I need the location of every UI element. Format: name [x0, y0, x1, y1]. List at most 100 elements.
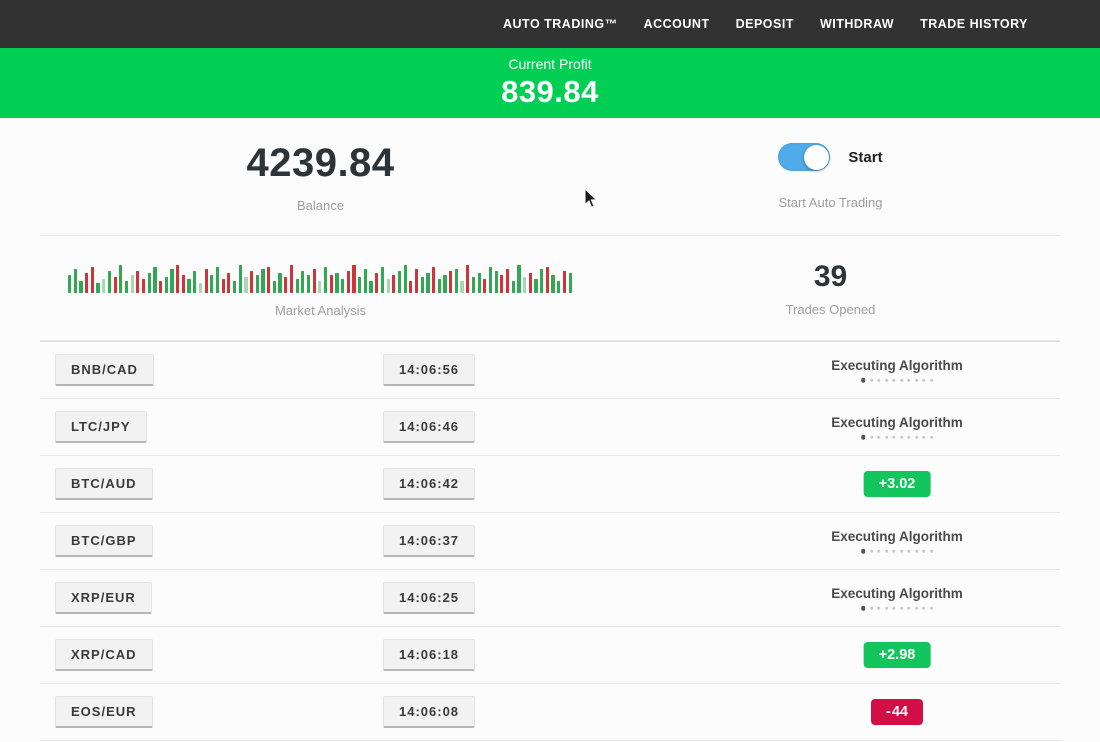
- trade-row: BNB/CAD 14:06:56 Executing Algorithm: [40, 341, 1060, 398]
- market-bar: [301, 270, 305, 293]
- executing-label: Executing Algorithm: [831, 585, 963, 601]
- market-bar: [449, 270, 453, 293]
- toggle-label: Start: [848, 148, 883, 166]
- progress-dot: [869, 549, 873, 553]
- progress-dot: [899, 606, 903, 610]
- top-nav: AUTO TRADING™ ACCOUNT DEPOSIT WITHDRAW T…: [0, 0, 1100, 48]
- profit-badge: + 3.02: [863, 471, 931, 497]
- market-bar: [437, 278, 441, 293]
- market-bar: [414, 268, 419, 293]
- progress-dot: [922, 435, 926, 439]
- market-bar: [204, 268, 208, 293]
- market-bar: [221, 278, 225, 293]
- market-bar: [278, 272, 282, 293]
- pair-badge[interactable]: XRP/EUR: [55, 582, 152, 614]
- result-sign: -: [886, 704, 891, 720]
- trades-opened-block: 39 Trades Opened: [601, 236, 1060, 340]
- market-bar: [386, 278, 390, 293]
- market-bar: [159, 280, 163, 293]
- market-bar: [363, 268, 367, 293]
- nav-item-auto-trading[interactable]: AUTO TRADING™: [502, 17, 618, 31]
- progress-dot: [877, 606, 881, 610]
- trade-status: + 3.02: [863, 471, 931, 497]
- auto-trading-caption: Start Auto Trading: [778, 195, 883, 210]
- nav-item-withdraw[interactable]: WITHDRAW: [819, 17, 895, 31]
- market-bar: [284, 276, 288, 293]
- market-bar: [289, 264, 293, 293]
- progress-dot: [877, 435, 881, 439]
- market-bar: [528, 272, 532, 293]
- market-bar: [562, 270, 566, 293]
- balance-row: 4239.84 Balance Start Start Auto Trading: [40, 118, 1060, 236]
- pair-badge[interactable]: LTC/JPY: [55, 411, 147, 443]
- progress-dot: [907, 378, 911, 382]
- market-bar: [352, 264, 356, 293]
- pair-badge[interactable]: BNB/CAD: [55, 354, 154, 386]
- market-bar: [306, 274, 311, 293]
- trade-status: Executing Algorithm: [831, 358, 963, 383]
- market-bar: [557, 280, 561, 293]
- market-bar: [568, 272, 572, 293]
- nav-item-trade-history[interactable]: TRADE HISTORY: [920, 17, 1028, 31]
- trade-status: Executing Algorithm: [831, 586, 963, 611]
- auto-trading-toggle[interactable]: [778, 143, 831, 171]
- time-badge[interactable]: 14:06:08: [383, 696, 476, 728]
- progress-dot: [929, 549, 933, 553]
- trades-opened-value: 39: [813, 259, 848, 293]
- market-bar: [318, 280, 322, 293]
- progress-dot: [899, 549, 903, 553]
- time-badge[interactable]: 14:06:18: [383, 639, 476, 671]
- time-badge[interactable]: 14:06:25: [383, 582, 476, 614]
- pair-badge[interactable]: BTC/AUD: [55, 468, 153, 500]
- progress-dot: [884, 435, 888, 439]
- market-bar: [500, 274, 504, 293]
- trade-status: Executing Algorithm: [831, 415, 963, 440]
- balance-value: 4239.84: [246, 140, 395, 185]
- market-bar: [358, 276, 362, 293]
- progress-dot: [892, 378, 896, 382]
- market-bar: [511, 280, 515, 293]
- market-analysis-chart: [68, 259, 573, 293]
- progress-dot: [914, 606, 918, 610]
- progress-dot: [914, 549, 918, 553]
- trade-row: XRP/EUR 14:06:25 Executing Algorithm: [40, 569, 1060, 626]
- time-badge[interactable]: 14:06:37: [383, 525, 476, 557]
- time-badge[interactable]: 14:06:46: [383, 411, 476, 443]
- executing-dots: [831, 377, 963, 383]
- market-bar: [483, 278, 487, 293]
- nav-item-deposit[interactable]: DEPOSIT: [735, 17, 794, 31]
- result-value: 2.98: [887, 647, 916, 663]
- market-bar: [73, 268, 77, 293]
- market-bar: [488, 266, 493, 293]
- nav-item-account[interactable]: ACCOUNT: [643, 17, 710, 31]
- market-bar: [141, 278, 146, 293]
- pair-badge[interactable]: EOS/EUR: [55, 696, 153, 728]
- market-bar: [250, 270, 254, 293]
- market-bar: [420, 276, 424, 293]
- result-value: 3.02: [887, 476, 916, 492]
- progress-dot: [860, 377, 866, 383]
- pair-badge[interactable]: XRP/CAD: [55, 639, 153, 671]
- market-bar: [505, 268, 510, 293]
- market-bar: [471, 276, 475, 293]
- market-bar: [85, 272, 89, 293]
- progress-dot: [907, 549, 911, 553]
- progress-dot: [929, 378, 933, 382]
- trades-table: BNB/CAD 14:06:56 Executing Algorithm LTC…: [40, 341, 1060, 741]
- progress-dot: [869, 606, 873, 610]
- progress-dot: [860, 548, 866, 554]
- result-sign: +: [878, 476, 888, 492]
- trade-row: BTC/AUD 14:06:42 + 3.02: [40, 455, 1060, 512]
- time-badge[interactable]: 14:06:56: [383, 354, 476, 386]
- progress-dot: [929, 435, 933, 439]
- pair-badge[interactable]: BTC/GBP: [55, 525, 153, 557]
- progress-dot: [884, 378, 888, 382]
- market-bar: [102, 278, 106, 293]
- progress-dot: [929, 606, 933, 610]
- result-value: 44: [891, 704, 908, 720]
- market-bar: [545, 266, 549, 293]
- time-badge[interactable]: 14:06:42: [383, 468, 476, 500]
- market-bar: [107, 270, 111, 293]
- market-bar: [477, 272, 481, 293]
- current-profit-banner: Current Profit 839.84: [0, 48, 1100, 118]
